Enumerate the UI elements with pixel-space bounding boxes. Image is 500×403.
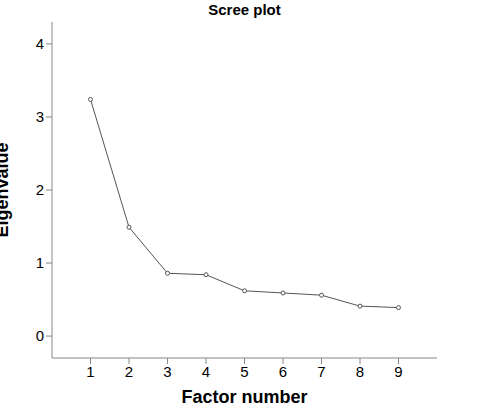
html-text:Scree plot: Scree plot (208, 1, 281, 18)
svg-text:Eigenvalue: Eigenvalue (8, 142, 12, 237)
svg-text:4: 4 (36, 35, 44, 52)
svg-text:2: 2 (36, 181, 44, 198)
svg-text:0: 0 (36, 327, 44, 344)
svg-text:Factor number: Factor number (181, 387, 307, 403)
svg-text:9: 9 (394, 363, 402, 380)
svg-text:7: 7 (317, 363, 325, 380)
svg-text:5: 5 (240, 363, 248, 380)
svg-text:4: 4 (202, 363, 210, 380)
svg-text:1: 1 (86, 363, 94, 380)
svg-text:2: 2 (125, 363, 133, 380)
svg-text:3: 3 (36, 108, 44, 125)
svg-text:6: 6 (279, 363, 287, 380)
svg-text:3: 3 (163, 363, 171, 380)
svg-text:8: 8 (356, 363, 364, 380)
svg-text:1: 1 (36, 254, 44, 271)
